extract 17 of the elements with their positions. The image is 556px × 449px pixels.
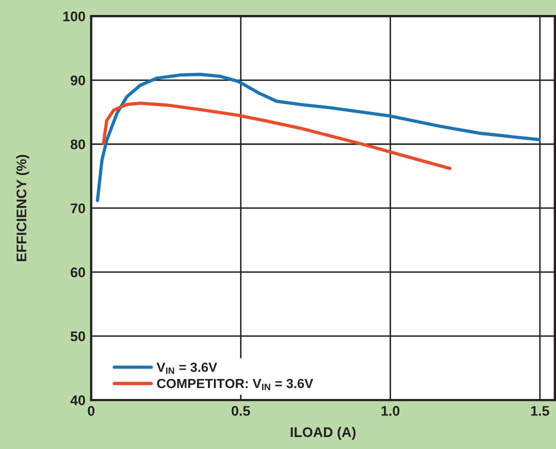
y-tick-label: 40 bbox=[70, 395, 86, 406]
y-tick-label: 60 bbox=[70, 267, 86, 278]
x-axis-title: ILOAD (A) bbox=[290, 426, 356, 440]
x-tick-label: 1.0 bbox=[382, 406, 400, 416]
y-tick-label: 90 bbox=[70, 75, 86, 86]
x-tick-label: 1.5 bbox=[531, 406, 550, 416]
legend-label: V$_{IN}$ = 3.6V bbox=[156, 362, 218, 374]
legend-label: COMPETITOR: V$_{IN}$ = 3.6V bbox=[157, 378, 314, 390]
y-tick-label: 100 bbox=[63, 12, 86, 22]
y-tick-label: 80 bbox=[70, 139, 86, 150]
y-tick-label: 70 bbox=[70, 203, 86, 214]
y-tick-label: 50 bbox=[70, 331, 86, 342]
x-tick-label: 0 bbox=[88, 406, 94, 416]
x-tick-label: 0.5 bbox=[232, 406, 250, 416]
line-series bbox=[96, 72, 541, 202]
y-axis-title: EFFICIENCY (%) bbox=[16, 154, 30, 262]
line-series bbox=[102, 102, 452, 170]
